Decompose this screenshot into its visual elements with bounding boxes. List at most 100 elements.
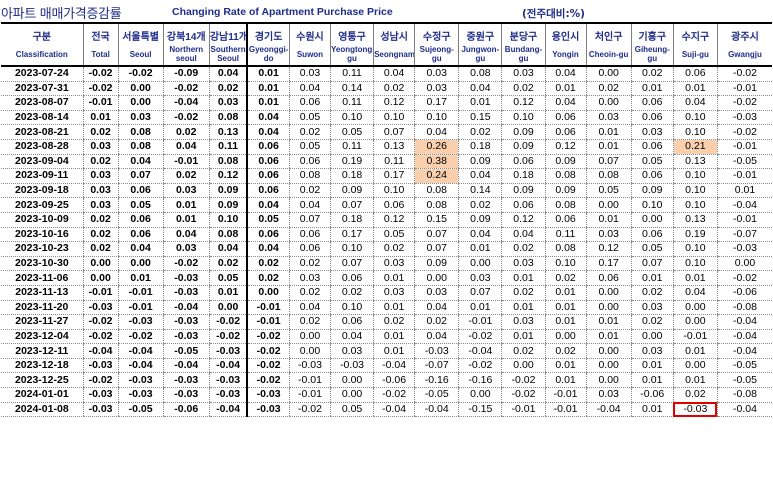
- value-cell: 0.01: [501, 300, 546, 316]
- value-cell: 0.02: [82, 154, 119, 170]
- value-cell: -0.04: [208, 402, 249, 418]
- date-cell: 2023-12-18: [1, 358, 84, 374]
- value-cell: 0.04: [373, 66, 415, 82]
- date-cell: 2023-07-31: [1, 81, 84, 97]
- value-cell: -0.02: [82, 81, 119, 97]
- title-korean: 아파트 매매가격증감률: [1, 7, 122, 22]
- value-cell: 0.08: [288, 168, 331, 184]
- value-cell: 0.03: [630, 300, 674, 316]
- value-cell: 0.04: [288, 300, 331, 316]
- value-cell: -0.02: [82, 329, 119, 345]
- value-cell: 0.00: [458, 387, 502, 403]
- value-cell: 0.03: [82, 197, 119, 213]
- value-cell: 0.09: [208, 197, 249, 213]
- value-cell: 0.01: [458, 95, 502, 111]
- value-cell: 0.04: [458, 168, 502, 184]
- value-cell: 0.08: [458, 66, 502, 82]
- value-cell: -0.01: [501, 402, 546, 418]
- value-cell: 0.00: [501, 358, 546, 374]
- value-cell: 0.01: [501, 270, 546, 286]
- value-cell: 0.08: [544, 197, 587, 213]
- value-cell: -0.01: [288, 387, 331, 403]
- table-row: 2023-11-20 -0.03 -0.01 -0.04 0.00 -0.01 0.04 0.…: [1, 300, 772, 316]
- value-cell: -0.02: [716, 270, 772, 286]
- value-cell: 0.00: [672, 300, 718, 316]
- value-cell: 0.08: [544, 168, 587, 184]
- value-cell: 0.06: [288, 227, 331, 243]
- value-cell: 0.00: [630, 212, 674, 228]
- value-cell: 0.14: [458, 183, 502, 199]
- value-cell: 0.00: [544, 329, 587, 345]
- value-cell: 0.03: [82, 139, 119, 155]
- date-cell: 2023-08-21: [1, 124, 84, 140]
- value-cell: -0.02: [716, 124, 772, 140]
- value-cell: -0.04: [373, 358, 415, 374]
- value-cell: 0.01: [672, 343, 718, 359]
- table-row: 2023-12-04 -0.02 -0.02 -0.03 -0.02 -0.02 0.00 0…: [1, 329, 772, 345]
- table-row: 2023-10-16 0.02 0.06 0.04 0.08 0.06 0.06 0.17 0.…: [1, 227, 772, 243]
- value-cell: -0.06: [373, 372, 415, 389]
- value-cell: 0.08: [585, 168, 632, 184]
- value-cell: 0.01: [630, 358, 674, 374]
- date-cell: 2023-10-23: [1, 241, 84, 257]
- value-cell: 0.03: [82, 168, 119, 184]
- header-en-cell: Seoul: [117, 43, 164, 67]
- value-cell: 0.04: [288, 197, 331, 213]
- header-ko-cell: 수지구: [672, 22, 718, 43]
- header-en-cell: Yongin: [544, 43, 587, 67]
- value-cell: 0.06: [544, 124, 587, 140]
- table-row: 2023-08-07 -0.01 0.00 -0.04 0.03 0.01 0.06 0.11…: [1, 95, 772, 111]
- value-cell: 0.01: [544, 81, 587, 97]
- value-cell: 0.13: [208, 124, 249, 140]
- value-cell: 0.02: [458, 124, 502, 140]
- value-cell: -0.03: [162, 372, 210, 389]
- value-cell: -0.02: [82, 314, 119, 330]
- value-cell: 0.02: [162, 168, 210, 184]
- value-cell: 0.10: [414, 110, 459, 126]
- header-ko-cell: 강북14개: [162, 22, 210, 43]
- value-cell: 0.05: [208, 270, 249, 286]
- value-cell: 0.00: [585, 300, 632, 316]
- value-cell: 0.00: [585, 197, 632, 213]
- value-cell: -0.03: [288, 358, 331, 374]
- value-cell: 0.06: [246, 183, 290, 199]
- value-cell: -0.15: [458, 402, 502, 418]
- value-cell: 0.02: [288, 183, 331, 199]
- value-cell: 0.00: [82, 256, 119, 272]
- value-cell: -0.02: [117, 329, 164, 345]
- value-cell: 0.04: [208, 241, 249, 257]
- value-cell: 0.06: [246, 227, 290, 243]
- header-en-cell: Bundang-gu: [501, 43, 546, 67]
- value-cell: -0.09: [162, 66, 210, 82]
- value-cell: 0.06: [630, 227, 674, 243]
- value-cell: 0.04: [246, 241, 290, 257]
- value-cell: -0.02: [208, 329, 249, 345]
- value-cell: 0.08: [208, 154, 249, 170]
- value-cell: 0.03: [501, 66, 546, 82]
- value-cell: 0.01: [458, 241, 502, 257]
- value-cell: -0.01: [716, 81, 772, 97]
- table-row: 2023-11-27 -0.02 -0.03 -0.03 -0.02 -0.01 0.02 0…: [1, 314, 772, 330]
- value-cell: 0.04: [458, 227, 502, 243]
- table-row: 2023-12-11 -0.04 -0.04 -0.05 -0.03 -0.02 0.00 0…: [1, 343, 772, 359]
- header-ko-cell: 분당구: [501, 22, 546, 43]
- value-cell: -0.03: [82, 358, 119, 374]
- value-cell: 0.01: [672, 372, 718, 389]
- value-cell: 0.01: [373, 343, 415, 359]
- table-row: 2023-07-31 -0.02 0.00 -0.02 0.02 0.01 0.04 0.14…: [1, 81, 772, 97]
- value-cell: 0.04: [162, 227, 210, 243]
- value-cell: -0.03: [716, 241, 772, 257]
- value-cell: 0.02: [672, 387, 718, 403]
- value-cell: -0.03: [117, 387, 164, 403]
- value-cell: -0.02: [246, 343, 290, 359]
- value-cell: -0.03: [162, 329, 210, 345]
- value-cell: -0.04: [716, 329, 772, 345]
- header-en-cell: Classification: [1, 43, 84, 67]
- value-cell: 0.10: [373, 183, 415, 199]
- value-cell: -0.01: [544, 402, 587, 418]
- value-cell: 0.10: [501, 110, 546, 126]
- value-cell: -0.03: [162, 270, 210, 286]
- value-cell: -0.02: [162, 110, 210, 126]
- value-cell: 0.01: [630, 81, 674, 97]
- value-cell: 0.00: [585, 285, 632, 301]
